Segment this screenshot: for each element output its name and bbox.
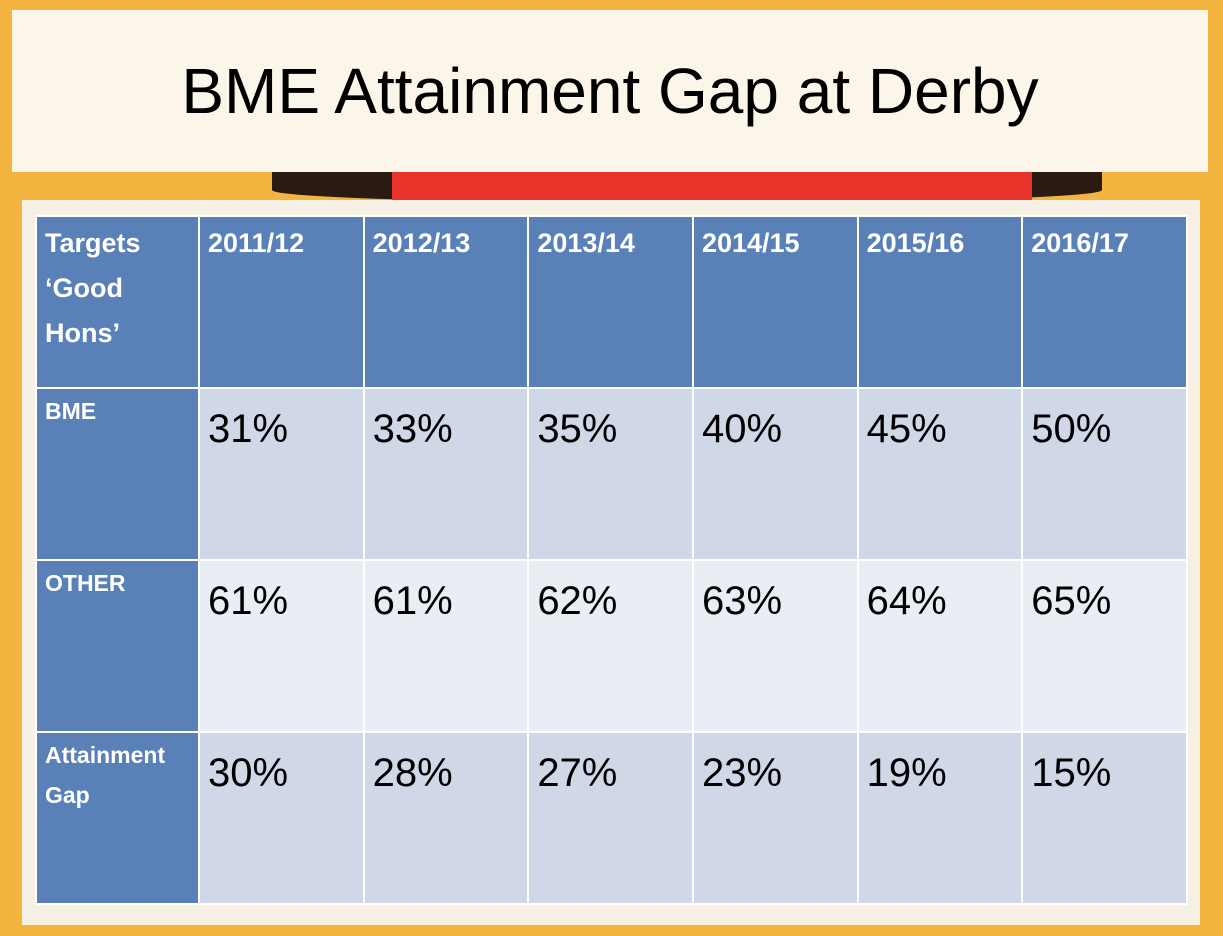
value-cell: 30% <box>198 731 365 905</box>
table-row: Attainment Gap 30% 28% 27% 23% 19% 15% <box>35 731 1188 905</box>
header-cell: 2014/15 <box>691 215 859 389</box>
value-cell: 35% <box>527 387 694 561</box>
value-cell: 61% <box>362 559 530 733</box>
value-cell: 50% <box>1021 387 1188 561</box>
value-cell: 27% <box>527 731 694 905</box>
header-cell: Targets ‘Good Hons’ <box>35 215 200 389</box>
table-row: OTHER 61% 61% 62% 63% 64% 65% <box>35 559 1188 733</box>
header-cell: 2013/14 <box>527 215 694 389</box>
value-cell: 33% <box>362 387 530 561</box>
data-table: Targets ‘Good Hons’ 2011/12 2012/13 2013/14… <box>35 215 1188 905</box>
row-label: Attainment Gap <box>35 731 200 905</box>
background-logo <box>12 172 1208 202</box>
value-cell: 23% <box>691 731 859 905</box>
header-cell: 2012/13 <box>362 215 530 389</box>
value-cell: 19% <box>856 731 1024 905</box>
value-cell: 31% <box>198 387 365 561</box>
value-cell: 65% <box>1021 559 1188 733</box>
value-cell: 40% <box>691 387 859 561</box>
title: BME Attainment Gap at Derby <box>181 55 1039 127</box>
table-row: BME 31% 33% 35% 40% 45% 50% <box>35 387 1188 561</box>
value-cell: 64% <box>856 559 1024 733</box>
value-cell: 62% <box>527 559 694 733</box>
title-box: BME Attainment Gap at Derby <box>12 10 1208 172</box>
value-cell: 28% <box>362 731 530 905</box>
header-row: Targets ‘Good Hons’ 2011/12 2012/13 2013/14… <box>35 215 1188 389</box>
header-cell: 2011/12 <box>198 215 365 389</box>
value-cell: 15% <box>1021 731 1188 905</box>
value-cell: 63% <box>691 559 859 733</box>
value-cell: 61% <box>198 559 365 733</box>
header-cell: 2015/16 <box>856 215 1024 389</box>
row-label: BME <box>35 387 200 561</box>
header-cell: 2016/17 <box>1021 215 1188 389</box>
value-cell: 45% <box>856 387 1024 561</box>
row-label: OTHER <box>35 559 200 733</box>
